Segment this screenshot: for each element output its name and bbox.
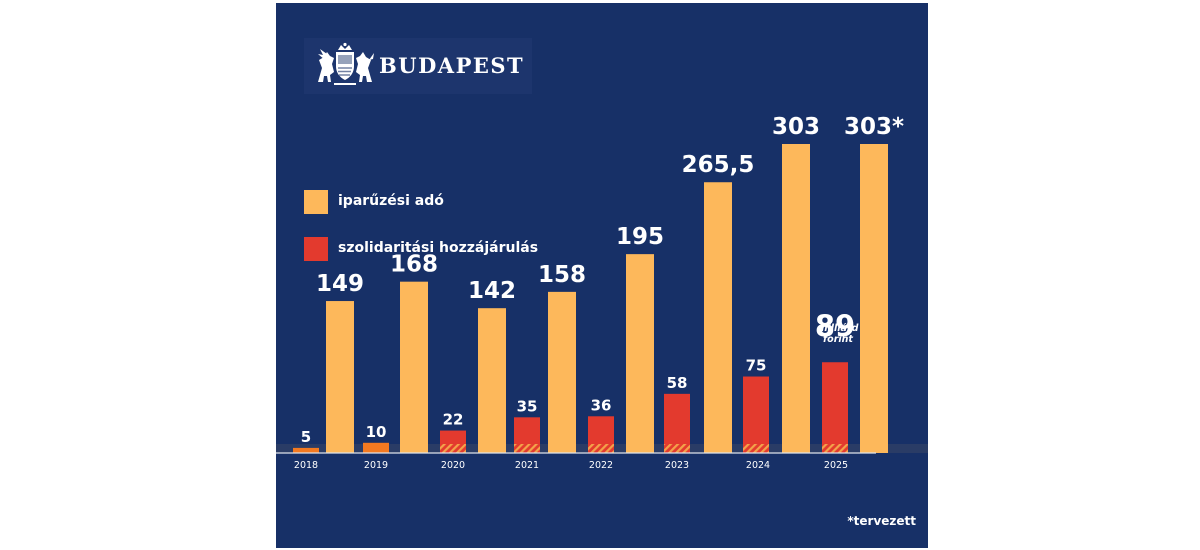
infographic-panel: BUDAPEST iparűzési adó szolidaritási hoz… <box>276 3 928 548</box>
bar-szolidaritasi-2019 <box>363 442 389 453</box>
unit-label-line1: milliárd <box>817 323 859 334</box>
data-label-iparuzesi-2022: 195 <box>616 224 664 250</box>
year-label-2021: 2021 <box>515 460 539 471</box>
data-label-szolidaritasi-2021: 35 <box>517 397 538 415</box>
budapest-crest-icon <box>318 42 374 85</box>
bar-iparuzesi-2024 <box>782 144 810 453</box>
bar-hatch-2023 <box>664 444 690 453</box>
bar-hatch-2024 <box>743 444 769 453</box>
bar-hatch-2020 <box>440 444 466 453</box>
bar-hatch-2025 <box>822 444 848 453</box>
legend-label-szolidaritasi: szolidaritási hozzájárulás <box>338 240 539 256</box>
year-label-2023: 2023 <box>665 460 689 471</box>
footnote: *tervezett <box>847 514 916 528</box>
data-label-szolidaritasi-2019: 10 <box>366 423 387 441</box>
data-label-szolidaritasi-2020: 22 <box>443 411 464 429</box>
data-label-iparuzesi-2023: 265,5 <box>682 152 755 178</box>
brand-name: BUDAPEST <box>379 53 525 78</box>
unit-label-line2: forint <box>823 334 853 345</box>
data-label-szolidaritasi-2025: 89 <box>815 309 855 343</box>
data-label-szolidaritasi-2024: 75 <box>746 357 767 375</box>
data-label-iparuzesi-2024: 303 <box>772 114 820 140</box>
bar-szolidaritasi-2024 <box>743 376 769 453</box>
bar-hatch-2021 <box>514 444 540 453</box>
bar-szolidaritasi-2025 <box>822 362 848 453</box>
data-label-iparuzesi-2019: 168 <box>390 252 438 278</box>
bar-iparuzesi-2022 <box>626 254 654 453</box>
legend-label-iparuzesi: iparűzési adó <box>338 193 444 209</box>
year-label-2022: 2022 <box>589 460 613 471</box>
year-label-2019: 2019 <box>364 460 388 471</box>
bar-szolidaritasi-2018 <box>293 447 319 453</box>
unit-label: milliárd forint <box>813 323 863 345</box>
bar-iparuzesi-2019 <box>400 281 428 453</box>
bar-hatch-2022 <box>588 444 614 453</box>
bar-iparuzesi-2025 <box>860 144 888 453</box>
data-label-iparuzesi-2018: 149 <box>316 271 364 297</box>
data-label-szolidaritasi-2023: 58 <box>667 374 688 392</box>
legend-swatch-iparuzesi <box>304 190 328 214</box>
bar-iparuzesi-2020 <box>478 308 506 453</box>
data-label-szolidaritasi-2018: 5 <box>301 428 311 446</box>
data-label-iparuzesi-2021: 158 <box>538 262 586 288</box>
year-label-2018: 2018 <box>294 460 318 471</box>
year-label-2020: 2020 <box>441 460 465 471</box>
year-label-2025: 2025 <box>824 460 848 471</box>
budapest-logo: BUDAPEST <box>304 38 532 94</box>
bar-szolidaritasi-2023 <box>664 393 690 453</box>
bar-iparuzesi-2023 <box>704 182 732 454</box>
year-label-2024: 2024 <box>746 460 770 471</box>
bar-iparuzesi-2018 <box>326 301 354 453</box>
bar-iparuzesi-2021 <box>548 291 576 453</box>
data-label-szolidaritasi-2022: 36 <box>591 396 612 414</box>
data-label-iparuzesi-2025: 303* <box>844 114 904 140</box>
revenue-bar-chart: 5 149 2018 10 168 2019 22 142 2020 35 158 2021 36 195… <box>276 114 928 471</box>
legend-swatch-szolidaritasi <box>304 237 328 261</box>
data-label-iparuzesi-2020: 142 <box>468 278 516 304</box>
